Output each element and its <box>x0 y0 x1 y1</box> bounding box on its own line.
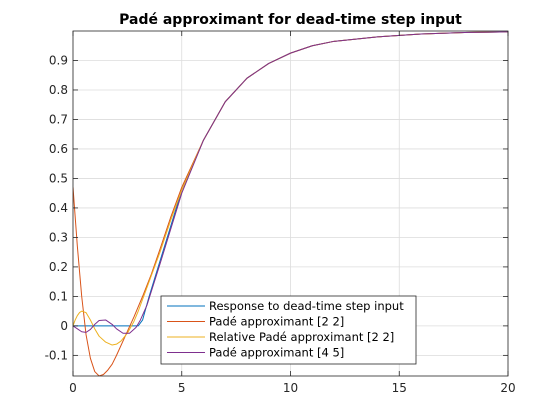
x-tick-label: 20 <box>500 381 515 395</box>
legend-label-3: Relative Padé approximant [2 2] <box>209 330 394 344</box>
y-tick-label: 0.4 <box>49 201 68 215</box>
series-layer <box>73 31 508 376</box>
y-tick-label: 0.9 <box>49 53 68 67</box>
legend-label-4: Padé approximant [4 5] <box>209 346 344 360</box>
y-tick-label: 0 <box>60 319 68 333</box>
chart-title: Padé approximant for dead-time step inpu… <box>119 12 462 28</box>
y-tick-label: 0.7 <box>49 112 68 126</box>
x-tick-label: 10 <box>283 381 298 395</box>
legend-label-2: Padé approximant [2 2] <box>209 315 344 329</box>
x-tick-label: 5 <box>178 381 186 395</box>
series-line-4 <box>73 31 508 334</box>
y-tick-label: 0.8 <box>49 83 68 97</box>
axis-ticks: 0 5 10 15 20 -0.1 0 0.1 0.2 0.3 0.4 0.5 0.6 0.7 0.8 0.9 <box>45 31 516 395</box>
legend-label-1: Response to dead-time step input <box>209 299 404 313</box>
y-tick-label: 0.5 <box>49 171 68 185</box>
y-tick-label: 0.1 <box>49 289 68 303</box>
x-tick-label: 15 <box>392 381 407 395</box>
y-tick-label: 0.2 <box>49 260 68 274</box>
y-tick-label: -0.1 <box>45 348 68 362</box>
legend[interactable]: Response to dead-time step input Padé app… <box>160 295 417 365</box>
y-tick-label: 0.6 <box>49 142 68 156</box>
x-tick-label: 0 <box>69 381 77 395</box>
y-tick-label: 0.3 <box>49 230 68 244</box>
